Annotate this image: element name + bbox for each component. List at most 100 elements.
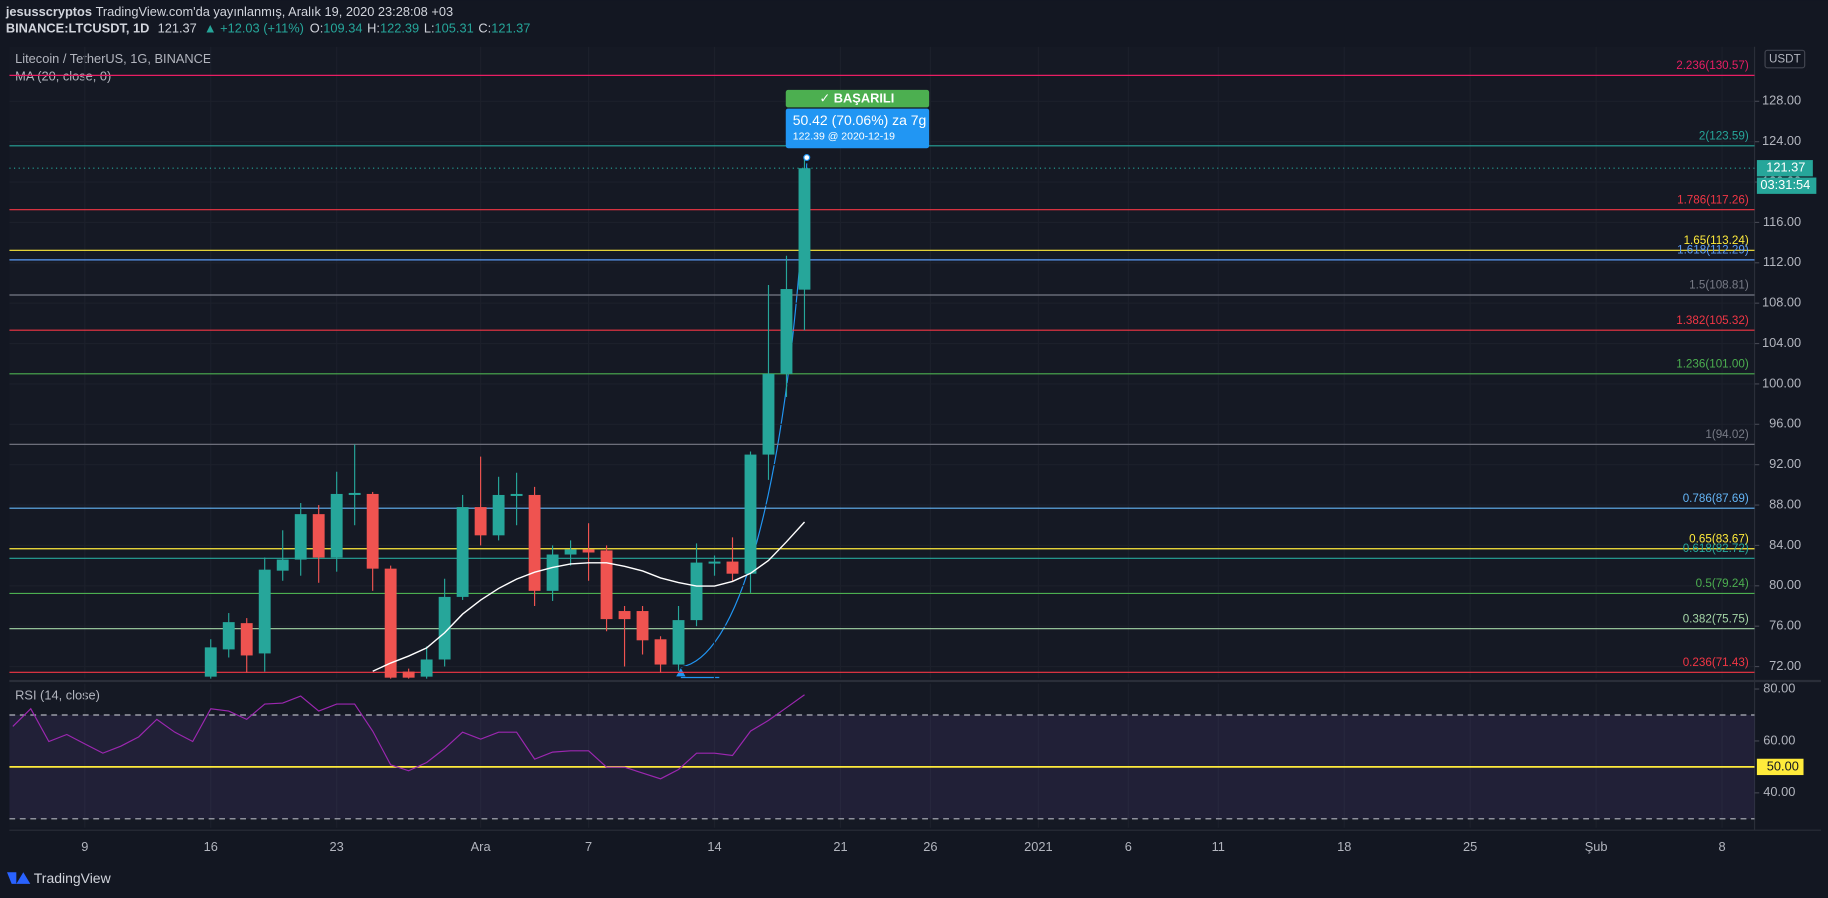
rsi-midline-tag (1756, 758, 1804, 776)
x-tick-label: 21 (833, 839, 847, 854)
y-tick-label: 128.00 (1762, 93, 1801, 108)
candle-body (258, 569, 271, 654)
y-tick-label: 124.00 (1762, 133, 1801, 148)
status: ✓ BAŞARILI (819, 91, 894, 106)
trade-annotation[interactable]: ✓ BAŞARILI 50.42 (70.06%) za 7g 122.39 @… (785, 89, 930, 162)
fib-label: 2(123.59) (1699, 130, 1749, 143)
y-tick-label: 76.00 (1769, 618, 1801, 633)
ohlc-value: 121.37 (491, 21, 530, 36)
candle-body (294, 514, 307, 560)
target: 122.39 @ 2020-12-19 (793, 131, 895, 142)
fib-label: 1.618(112.29) (1677, 244, 1749, 257)
pane-title: Litecoin / TetherUS, 1G, BINANCE (15, 51, 211, 66)
candle-body (492, 494, 505, 536)
rsi-pane (9, 683, 1755, 828)
ohlc-label: O: (310, 21, 324, 36)
fib-label: 0.5(79.24) (1696, 577, 1749, 590)
info-box (785, 108, 930, 149)
candle-body (366, 493, 379, 569)
candle-body (762, 373, 775, 455)
x-tick-label: 11 (1212, 839, 1225, 854)
x-tick-label: 14 (707, 839, 721, 854)
x-tick-label: 16 (204, 839, 218, 854)
candle-body (708, 561, 721, 564)
candle-body (636, 611, 649, 641)
y-tick-label: 112.00 (1763, 254, 1801, 269)
candle-body (528, 494, 541, 591)
fib-label: 0.618(82.72) (1683, 542, 1749, 555)
status-box (785, 89, 930, 108)
ohlc-value: 122.39 (380, 21, 419, 36)
y-tick-label: 60.00 (1763, 732, 1795, 747)
y-tick-label: 84.00 (1769, 537, 1801, 552)
candle-body (348, 492, 361, 495)
candle-body (276, 559, 289, 571)
candle-body (744, 454, 757, 574)
legend-entry: MA (20, close, 0) (15, 68, 111, 83)
x-tick-label: 9 (81, 839, 88, 854)
candle-body (240, 623, 253, 656)
candle-body (564, 549, 577, 555)
legend-entry: RSI (14, close) (15, 688, 100, 703)
x-tick-label: 7 (585, 839, 592, 854)
candle-body (384, 568, 397, 678)
fib-label: 1(94.02) (1705, 428, 1748, 441)
y-tick-label: 80.00 (1763, 680, 1795, 695)
fib-label: 0.786(87.69) (1683, 492, 1749, 505)
candle-body (672, 620, 685, 665)
symbol: BINANCE:LTCUSDT, 1D (6, 21, 150, 36)
publisher: jesusscryptos (5, 4, 92, 19)
x-tick-label: 25 (1463, 839, 1477, 854)
candle-body (474, 507, 487, 536)
last-price-tag (1756, 160, 1813, 177)
ohlc-label: H: (367, 21, 380, 36)
fib-label: 1.5(108.81) (1689, 279, 1749, 292)
currency: USDT (1769, 53, 1801, 66)
candle-body (690, 562, 703, 621)
rsi-midline-label: 50.00 (1767, 758, 1799, 773)
y-tick-label: 80.00 (1769, 577, 1801, 592)
target-marker (803, 154, 811, 162)
price: 121.37 (158, 21, 197, 36)
brand-logo (6, 872, 31, 884)
fib-label: 2.236(130.57) (1676, 59, 1749, 72)
candle-body (222, 622, 235, 650)
fib-label: 1.65(113.24) (1684, 234, 1749, 247)
candle-body (780, 289, 793, 374)
candle-body (420, 659, 433, 677)
candle-body (618, 611, 631, 620)
countdown-box (1756, 177, 1817, 194)
x-tick-label: Şub (1585, 839, 1608, 854)
candle-body (546, 554, 559, 591)
fib-label: 0.382(75.75) (1683, 612, 1749, 625)
series-line (12, 694, 805, 780)
candle-body (582, 549, 595, 553)
brand: TradingView (34, 870, 112, 886)
ohlc-label: L: (424, 21, 435, 36)
y-tick-label: 108.00 (1762, 295, 1801, 310)
countdown: 03:31:54 (1760, 177, 1810, 192)
header-line: BINANCE:LTCUSDT, 1D 121.37 ▲ +12.03 (+11… (6, 21, 531, 36)
published: TradingView.com'da yayınlanmış, Aralık 1… (96, 4, 454, 19)
candle-body (330, 493, 343, 558)
y-tick-label: 92.00 (1769, 456, 1801, 471)
fib-label: 0.65(83.67) (1689, 533, 1749, 546)
candle-body (456, 507, 469, 597)
x-tick-label: 6 (1125, 839, 1132, 854)
x-tick-label: 2021 (1024, 839, 1053, 854)
y-tick-label: 116.00 (1763, 214, 1801, 229)
candle-body (438, 596, 451, 660)
candle-body (510, 493, 523, 496)
y-tick-label: 96.00 (1769, 416, 1801, 431)
x-tick-label: 18 (1337, 839, 1351, 854)
currency-box[interactable] (1764, 49, 1806, 69)
x-tick-label: Ara (471, 839, 492, 854)
x-tick-label: 8 (1718, 839, 1725, 854)
header-line: jesusscryptos TradingView.com'da yayınla… (5, 4, 453, 19)
fib-label: 1.382(105.32) (1676, 314, 1749, 327)
main-plot: 2.236(130.57) 2(123.59) 1.786(117.26) 1.65(… (9, 46, 1755, 679)
axes: 9 16 23 Ara 7 14 21 26 2021 6 11 18 25 Şub 8 72.00 76.00… (81, 93, 1817, 854)
change: 50.42 (70.06%) za 7g (793, 112, 927, 128)
